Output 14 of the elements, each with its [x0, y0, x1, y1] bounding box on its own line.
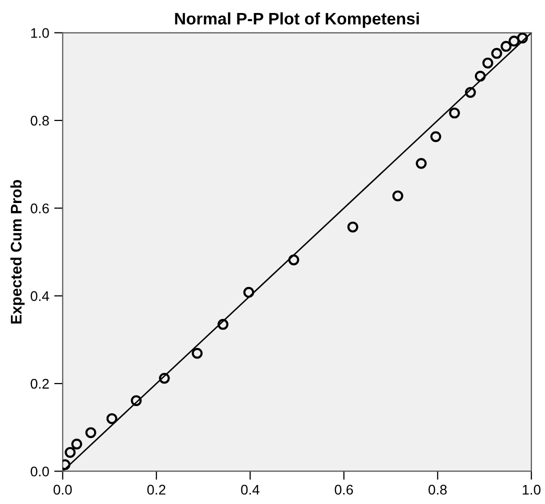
x-tick-label: 1.0 — [522, 484, 540, 495]
y-tick-label: 0.4 — [30, 291, 50, 302]
x-tick-label: 0.4 — [241, 484, 260, 495]
y-tick-label: 0.2 — [30, 378, 49, 389]
x-tick-label: 0.6 — [334, 484, 353, 495]
x-tick-label: 0.0 — [54, 484, 72, 495]
y-axis-title: Expected Cum Prob — [10, 180, 25, 324]
y-tick-label: 1.0 — [31, 28, 49, 38]
x-tick-label: 0.2 — [147, 484, 166, 495]
x-tick-label: 0.8 — [428, 484, 447, 495]
y-tick-label: 0.6 — [30, 203, 49, 214]
y-tick-label: 0.0 — [30, 466, 49, 476]
y-tick-label: 0.8 — [30, 116, 49, 126]
chart-title: Normal P-P Plot of Kompetensi — [175, 12, 419, 28]
